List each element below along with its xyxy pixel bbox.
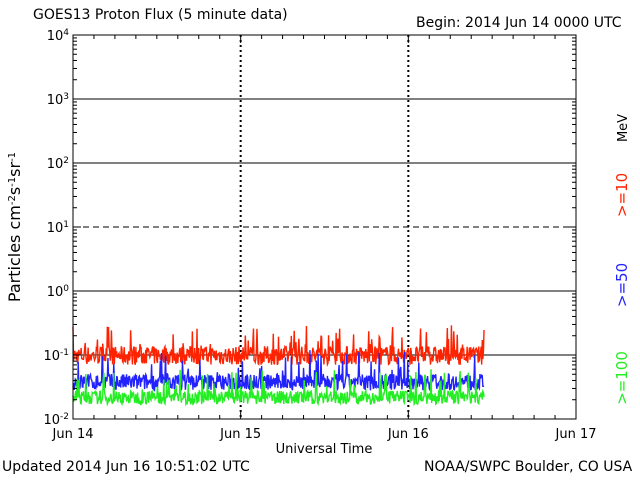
series-layer xyxy=(72,325,485,407)
y-tick-label: 104 xyxy=(47,28,70,44)
y-tick-label: 103 xyxy=(47,92,69,108)
y-tick-label: 10-2 xyxy=(43,412,69,428)
legend-series-100mev: >=100 xyxy=(613,351,631,405)
legend-series-50mev: >=50 xyxy=(613,263,631,307)
x-tick-label: Jun 14 xyxy=(52,427,94,442)
legend-series-10mev: >=10 xyxy=(613,173,631,217)
chart-title: GOES13 Proton Flux (5 minute data) xyxy=(33,7,288,23)
tick-layer xyxy=(72,35,577,420)
x-axis-label: Universal Time xyxy=(276,442,373,457)
credit-text: NOAA/SWPC Boulder, CO USA xyxy=(424,459,633,475)
label-layer: 10-2 10-1 100 101 102 103 104 Jun 14 Jun 15 Jun 1… xyxy=(43,28,596,442)
x-tick-label: Jun 17 xyxy=(555,427,597,442)
begin-time: Begin: 2014 Jun 14 0000 UTC xyxy=(416,15,622,31)
y-axis-label: Particles cm-2s-1sr-1 xyxy=(5,152,24,302)
y-tick-label: 101 xyxy=(47,220,69,236)
x-tick-label: Jun 15 xyxy=(219,427,261,442)
legend-unit-mev: MeV xyxy=(616,114,631,142)
y-tick-label: 100 xyxy=(47,284,70,300)
y-tick-label: 10-1 xyxy=(43,348,69,364)
updated-timestamp: Updated 2014 Jun 16 10:51:02 UTC xyxy=(2,459,250,475)
series-line-0 xyxy=(72,325,485,368)
x-tick-label: Jun 16 xyxy=(387,427,429,442)
series-line-2 xyxy=(72,369,485,407)
y-tick-label: 102 xyxy=(47,156,69,172)
